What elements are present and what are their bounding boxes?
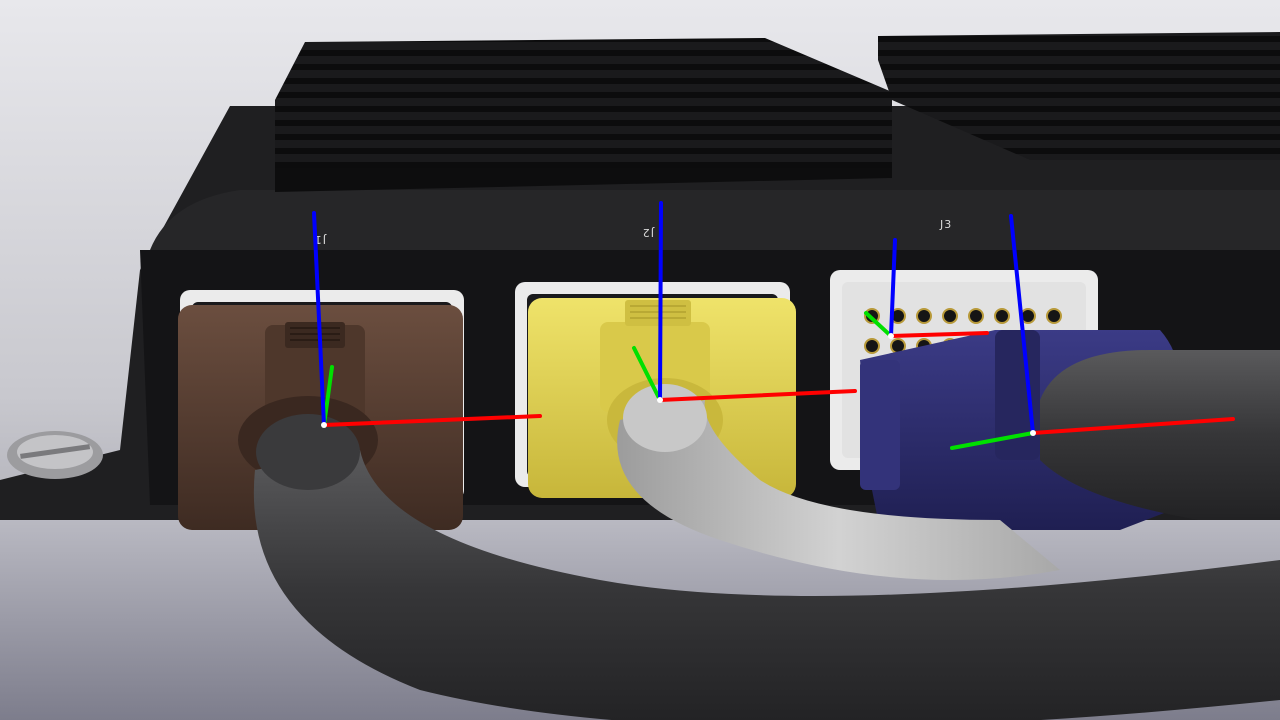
axis-x-j2 [658,389,857,402]
pin-hole [994,308,1010,324]
axes-j3 [950,214,1235,450]
pin-hole [916,308,932,324]
axis-x-j3-pins [889,331,989,338]
axes-j2 [632,201,857,403]
pin-hole [864,338,880,354]
cable-dark-j1 [253,450,1280,720]
axes-j1 [312,211,542,428]
cable-dark-j3 [1040,350,1280,520]
axis-z-j3-pins [889,238,897,338]
port-label-j2: J2 [642,226,655,239]
axis-y-j2 [632,346,662,402]
enclosure-top-edge [150,190,1280,250]
axis-x-j3 [1031,417,1235,435]
axis-y-j3 [950,431,1035,450]
cable-light-j2 [617,400,1060,580]
axis-x-j1 [322,414,542,427]
axis-z-j1 [312,211,326,427]
axis-z-j3 [1009,214,1035,435]
axes-j3-pins [864,238,989,339]
axis-y-j3-pins [864,311,893,338]
pin-hole [1046,308,1062,324]
heatsink-left [275,38,892,192]
pin-hole [942,308,958,324]
heatsink-right [878,32,1280,160]
mounting-screw [7,431,103,479]
axis-z-j2 [658,201,663,402]
port-label-j3: J3 [939,218,952,231]
pin-hole [968,308,984,324]
